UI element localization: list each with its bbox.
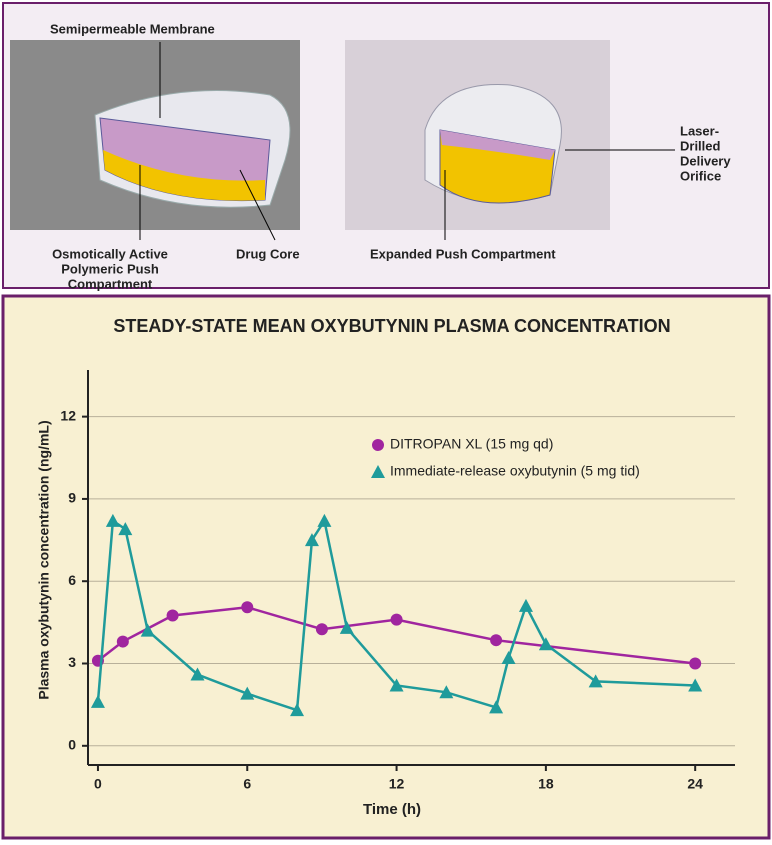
x-tick-label: 0 [94, 776, 102, 792]
x-tick-label: 6 [243, 776, 251, 792]
legend-marker [372, 439, 384, 451]
push-label: Compartment [68, 276, 153, 291]
orifice-label: Delivery [680, 153, 731, 168]
data-point [167, 610, 179, 622]
y-tick-label: 3 [68, 654, 76, 670]
orifice-label: Laser- [680, 123, 719, 138]
data-point [391, 614, 403, 626]
page: {"illustration": { "membrane": "Semiperm… [0, 0, 772, 840]
y-axis-label: Plasma oxybutynin concentration (ng/mL) [36, 420, 52, 699]
data-point [241, 601, 253, 613]
y-tick-label: 0 [68, 737, 76, 753]
x-tick-label: 24 [687, 776, 703, 792]
data-point [490, 634, 502, 646]
x-axis-label: Time (h) [363, 801, 421, 818]
orifice-label: Drilled [680, 138, 721, 153]
orifice-label: Orifice [680, 168, 721, 183]
chart-panel [3, 296, 769, 838]
legend-label: DITROPAN XL (15 mg qd) [390, 436, 553, 452]
figure: Semipermeable Membrane Osmotically Activ… [0, 0, 772, 840]
data-point [117, 636, 129, 648]
data-point [316, 623, 328, 635]
x-tick-label: 18 [538, 776, 554, 792]
membrane-label: Semipermeable Membrane [50, 21, 215, 36]
drug-core-label: Drug Core [236, 246, 300, 261]
x-tick-label: 12 [389, 776, 405, 792]
push-label: Osmotically Active [52, 246, 168, 261]
y-tick-label: 6 [68, 572, 76, 588]
legend-label: Immediate-release oxybutynin (5 mg tid) [390, 463, 640, 479]
data-point [689, 658, 701, 670]
y-tick-label: 12 [60, 407, 76, 423]
chart-title: STEADY-STATE MEAN OXYBUTYNIN PLASMA CONC… [113, 316, 670, 336]
y-tick-label: 9 [68, 490, 76, 506]
push-label: Polymeric Push [61, 261, 159, 276]
expanded-label: Expanded Push Compartment [370, 246, 556, 261]
